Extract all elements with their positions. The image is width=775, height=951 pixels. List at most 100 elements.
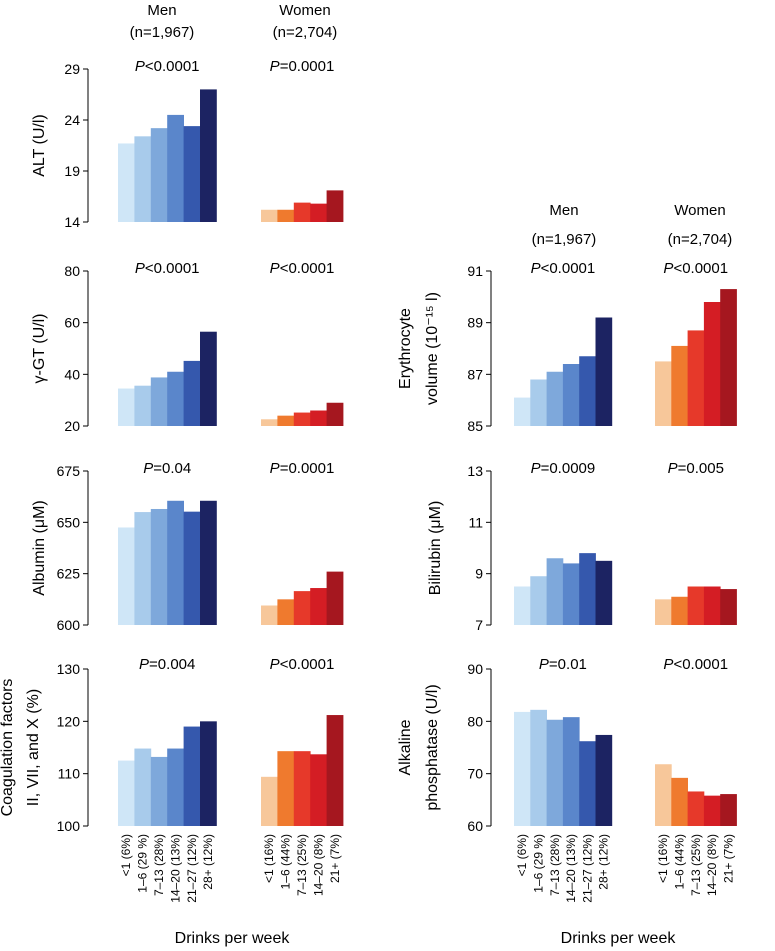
men-p-value: P=0.004 — [139, 656, 195, 673]
men-bars — [514, 709, 613, 826]
y-tick-label: 14 — [64, 214, 80, 230]
y-axis-label: ALT (U/l) — [31, 114, 48, 177]
p-value-text: <0.0001 — [145, 260, 200, 277]
women-p-value: P<0.0001 — [270, 260, 335, 277]
y-axis-label-line: Erythrocyte — [397, 308, 414, 389]
men-header-label: Men — [147, 2, 176, 19]
p-symbol: P — [668, 460, 678, 477]
men-p-value: P=0.04 — [143, 460, 191, 477]
bar — [326, 190, 344, 222]
bar — [562, 717, 580, 826]
bar — [310, 410, 327, 426]
y-tick-label: 600 — [57, 617, 81, 633]
y-tick-label: 70 — [467, 766, 483, 782]
bar — [703, 302, 721, 426]
men-bars — [118, 721, 217, 826]
bar — [277, 415, 295, 426]
men-p-value: P<0.0001 — [135, 260, 200, 277]
p-value-text: =0.0009 — [541, 460, 596, 477]
p-symbol: P — [270, 460, 280, 477]
p-value-text: <0.0001 — [280, 656, 335, 673]
women-p-value: P<0.0001 — [663, 656, 728, 673]
y-axis-label: Coagulation factors II, VII, and X (%) — [0, 679, 42, 817]
bar — [134, 512, 152, 625]
bar — [200, 89, 217, 223]
category-label: 21+ (7%) — [721, 834, 735, 883]
category-label: 14–20 (8%) — [311, 834, 325, 896]
bar — [150, 377, 168, 426]
x-axis-title-right: Drinks per week — [561, 930, 677, 947]
category-label: 21+ (7%) — [328, 834, 342, 883]
y-tick-label: 675 — [57, 463, 81, 479]
bar — [150, 508, 168, 625]
y-tick-label: 40 — [64, 366, 80, 382]
p-symbol: P — [135, 58, 145, 75]
women-header-label: Women — [674, 202, 725, 219]
y-tick-label: 24 — [64, 112, 80, 128]
bar — [261, 605, 278, 625]
category-label: <1 (16%) — [262, 834, 276, 883]
bar — [595, 734, 613, 826]
y-axis-label-line: volume (10⁻¹⁵ l) — [424, 292, 441, 405]
men-bars — [514, 317, 613, 426]
y-axis-label-line: Coagulation factors — [0, 679, 16, 817]
bar — [293, 202, 311, 222]
y-axis-label-line: II, VII, and X (%) — [25, 689, 42, 806]
p-value-text: =0.005 — [678, 460, 724, 477]
bar — [687, 791, 705, 826]
bar — [134, 385, 152, 426]
p-symbol: P — [531, 260, 541, 277]
category-label: <1 (6%) — [119, 834, 133, 876]
y-axis-label-line: ALT (U/l) — [31, 114, 48, 177]
p-symbol: P — [663, 260, 673, 277]
bar — [150, 128, 168, 222]
bar — [703, 795, 721, 826]
men-bars — [118, 331, 217, 426]
men-p-value: P=0.01 — [539, 656, 587, 673]
bar — [200, 500, 217, 625]
women-bars — [261, 190, 344, 222]
y-axis-label: Albumin (μM) — [31, 500, 48, 595]
y-tick-label: 80 — [64, 263, 80, 279]
bar — [595, 317, 613, 426]
p-value-text: <0.0001 — [541, 260, 596, 277]
men-header-n: (n=1,967) — [532, 231, 597, 248]
y-tick-label: 20 — [64, 418, 80, 434]
y-tick-label: 130 — [57, 661, 81, 677]
y-tick-label: 650 — [57, 514, 81, 530]
y-tick-label: 85 — [467, 418, 483, 434]
bar — [720, 289, 737, 426]
women-p-value: P=0.0001 — [270, 58, 335, 75]
women-header-right: Women (n=2,704) — [668, 202, 733, 248]
women-bars — [655, 586, 737, 625]
men-header-label: Men — [549, 202, 578, 219]
women-category-labels-left: <1 (16%) 1–6 (44%) 7–13 (25%) 14–20 (8%) 21+… — [262, 834, 342, 896]
women-bars — [655, 764, 737, 826]
category-label: 28+ (12%) — [201, 834, 215, 890]
p-symbol: P — [270, 656, 280, 673]
y-axis-label-line: Bilirubin (μM) — [427, 501, 444, 596]
bar — [200, 721, 217, 826]
category-label: 1–6 (44%) — [672, 834, 686, 889]
bar — [261, 209, 278, 222]
p-symbol: P — [663, 656, 673, 673]
women-bars — [261, 571, 344, 625]
p-value-text: <0.0001 — [145, 58, 200, 75]
bar — [167, 500, 184, 625]
bar — [546, 558, 564, 625]
y-axis-label-line: Alkaline — [397, 719, 414, 775]
women-header-n: (n=2,704) — [668, 231, 733, 248]
y-tick-label: 89 — [467, 315, 483, 331]
bar — [277, 751, 295, 826]
bar — [720, 589, 737, 625]
bar — [134, 136, 152, 222]
category-label: 28+ (12%) — [597, 834, 611, 890]
bar — [326, 402, 344, 426]
men-bars — [118, 500, 217, 625]
y-tick-label: 11 — [468, 514, 483, 530]
